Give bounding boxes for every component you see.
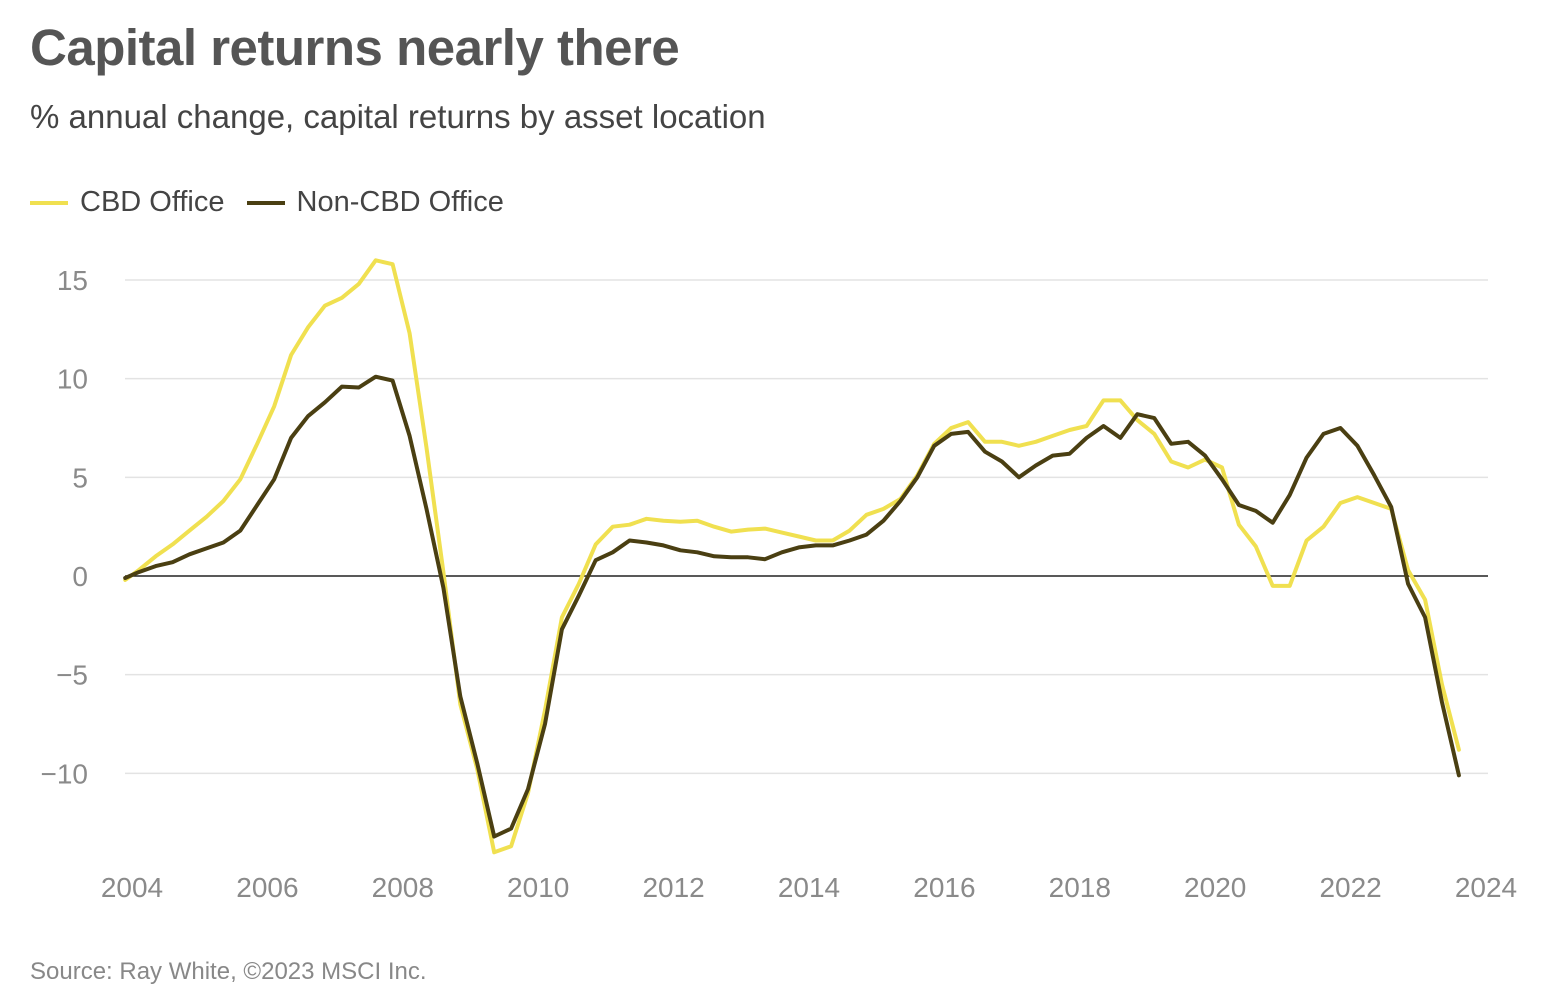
legend-label-non-cbd-office: Non-CBD Office [296,186,504,218]
legend-swatch-non-cbd-office [246,200,285,205]
source-note: Source: Ray White, ©2023 MSCI Inc. [30,958,427,985]
legend-swatch-cbd-office [30,200,68,205]
legend-label-cbd-office: CBD Office [80,186,225,218]
x-tick-label: 2006 [236,872,298,903]
x-tick-label: 2004 [101,872,163,903]
x-tick-label: 2022 [1319,872,1381,903]
gridlines [125,279,1488,775]
y-tick-label: 10 [57,364,88,395]
x-axis-tick-labels: 2004 2006 2008 2010 2012 2014 2016 2018 2020 2022… [101,872,1517,903]
y-tick-label: −10 [41,758,89,789]
series-line-non-cbd-office [123,374,1461,839]
x-tick-label: 2010 [507,872,569,903]
x-tick-label: 2024 [1455,872,1517,903]
y-axis-tick-labels: 15 10 5 0 −5 −10 [41,265,89,789]
y-tick-label: 5 [72,462,88,493]
x-tick-label: 2008 [372,872,434,903]
y-tick-label: −5 [56,660,88,691]
y-tick-label: 15 [57,265,88,296]
x-tick-label: 2016 [913,872,975,903]
chart-title: Capital returns nearly there [30,19,680,76]
series-line-cbd-office [123,258,1461,855]
series-lines [123,258,1461,855]
x-tick-label: 2012 [642,872,704,903]
x-tick-label: 2014 [778,872,840,903]
legend-item-cbd-office: CBD Office [30,186,225,219]
y-tick-label: 0 [72,561,88,592]
legend-item-non-cbd-office: Non-CBD Office [246,186,504,219]
legend: CBD Office Non-CBD Office [30,186,526,219]
x-tick-label: 2018 [1049,872,1111,903]
chart-subtitle: % annual change, capital returns by asse… [30,98,766,135]
x-tick-label: 2020 [1184,872,1246,903]
